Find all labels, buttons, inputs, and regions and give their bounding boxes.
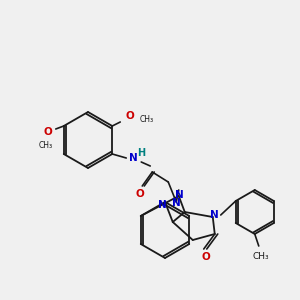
Text: N: N [158, 200, 166, 210]
Text: N: N [172, 198, 181, 208]
Text: O: O [136, 189, 145, 199]
Text: CH₃: CH₃ [252, 252, 269, 261]
Text: O: O [44, 127, 52, 137]
Text: H: H [137, 148, 145, 158]
Text: N: N [176, 190, 184, 200]
Text: N: N [210, 210, 219, 220]
Text: O: O [201, 252, 210, 262]
Text: N: N [129, 153, 138, 163]
Text: O: O [126, 111, 135, 121]
Text: CH₃: CH₃ [139, 115, 153, 124]
Text: CH₃: CH₃ [39, 141, 53, 150]
